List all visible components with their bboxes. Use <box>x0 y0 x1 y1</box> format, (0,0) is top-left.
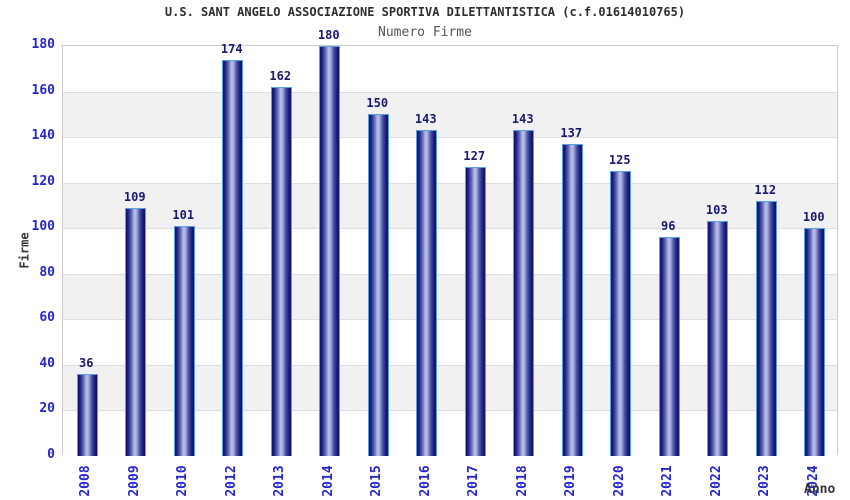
plot-band <box>63 137 837 183</box>
bar-value-label: 143 <box>414 112 437 127</box>
x-tick-label: 2014 <box>320 465 336 497</box>
gridline <box>63 91 837 93</box>
bar-value-label: 101 <box>172 207 195 222</box>
bar-2017 <box>464 166 486 456</box>
gridline <box>63 137 837 139</box>
y-tick-label: 40 <box>39 355 55 371</box>
plot-band <box>63 182 837 229</box>
bar-value-label: 127 <box>463 148 486 163</box>
bar-value-label: 162 <box>269 69 292 83</box>
y-tick-label: 60 <box>39 310 55 326</box>
x-tick-label: 2021 <box>660 465 676 497</box>
y-tick-label: 20 <box>39 401 55 417</box>
plot-band <box>63 46 837 92</box>
x-tick-label: 2016 <box>417 465 433 497</box>
bar-value-label: 112 <box>754 182 777 197</box>
bar-2012 <box>222 59 244 456</box>
plot-band <box>63 91 837 138</box>
y-tick-label: 120 <box>31 173 55 189</box>
y-tick-label: 160 <box>31 82 55 98</box>
bar-2016 <box>416 130 438 456</box>
x-tick-label: 2019 <box>563 465 579 497</box>
gridline <box>63 410 837 412</box>
x-tick-label: 2022 <box>708 465 724 497</box>
x-tick-label: 2009 <box>126 465 142 497</box>
bar-2018 <box>513 130 535 456</box>
gridline <box>63 319 837 321</box>
bar-2008 <box>76 374 98 456</box>
bar-2009 <box>125 207 147 456</box>
x-tick-label: 2018 <box>514 465 530 497</box>
bar-value-label: 180 <box>317 28 340 42</box>
bar-value-label: 100 <box>802 210 825 225</box>
x-tick-label: 2015 <box>369 465 385 497</box>
x-tick-label: 2008 <box>78 465 94 497</box>
x-tick-label: 2020 <box>611 465 627 497</box>
y-tick-label: 80 <box>39 264 55 280</box>
bar-value-label: 36 <box>79 356 94 370</box>
bar-2010 <box>173 225 195 456</box>
x-tick-label: 2023 <box>757 465 773 497</box>
bar-2024 <box>804 228 826 456</box>
x-tick-label: 2013 <box>272 465 288 497</box>
gridline <box>63 364 837 366</box>
x-axis-title: Anno <box>804 482 836 497</box>
x-tick-label: 2012 <box>223 465 239 497</box>
bar-2014 <box>319 46 341 456</box>
gridline <box>63 182 837 184</box>
bar-2023 <box>755 200 777 456</box>
y-tick-label: 140 <box>31 128 55 144</box>
bar-value-label: 137 <box>560 125 583 140</box>
bar-value-label: 143 <box>511 112 534 127</box>
x-tick-label: 2010 <box>175 465 191 497</box>
y-tick-label: 100 <box>31 219 55 235</box>
bar-value-label: 150 <box>366 96 389 111</box>
gridline <box>63 228 837 230</box>
bar-2019 <box>561 143 583 456</box>
plot-area <box>62 45 838 456</box>
bar-2022 <box>707 221 729 456</box>
bar-value-label: 96 <box>661 219 676 234</box>
bar-2021 <box>658 237 680 456</box>
bar-2015 <box>367 114 389 456</box>
chart-subtitle: Numero Firme <box>378 25 472 40</box>
bar-value-label: 174 <box>220 41 243 56</box>
bar-value-label: 103 <box>705 203 728 218</box>
bar-value-label: 125 <box>608 153 631 168</box>
bar-2013 <box>270 87 292 456</box>
chart-title: U.S. SANT ANGELO ASSOCIAZIONE SPORTIVA D… <box>164 5 686 19</box>
x-tick-label: 2017 <box>466 465 482 497</box>
gridline <box>63 273 837 275</box>
y-tick-label: 180 <box>31 37 55 52</box>
y-tick-label: 0 <box>47 447 55 462</box>
bar-2020 <box>610 171 632 456</box>
bar-value-label: 109 <box>123 189 146 204</box>
